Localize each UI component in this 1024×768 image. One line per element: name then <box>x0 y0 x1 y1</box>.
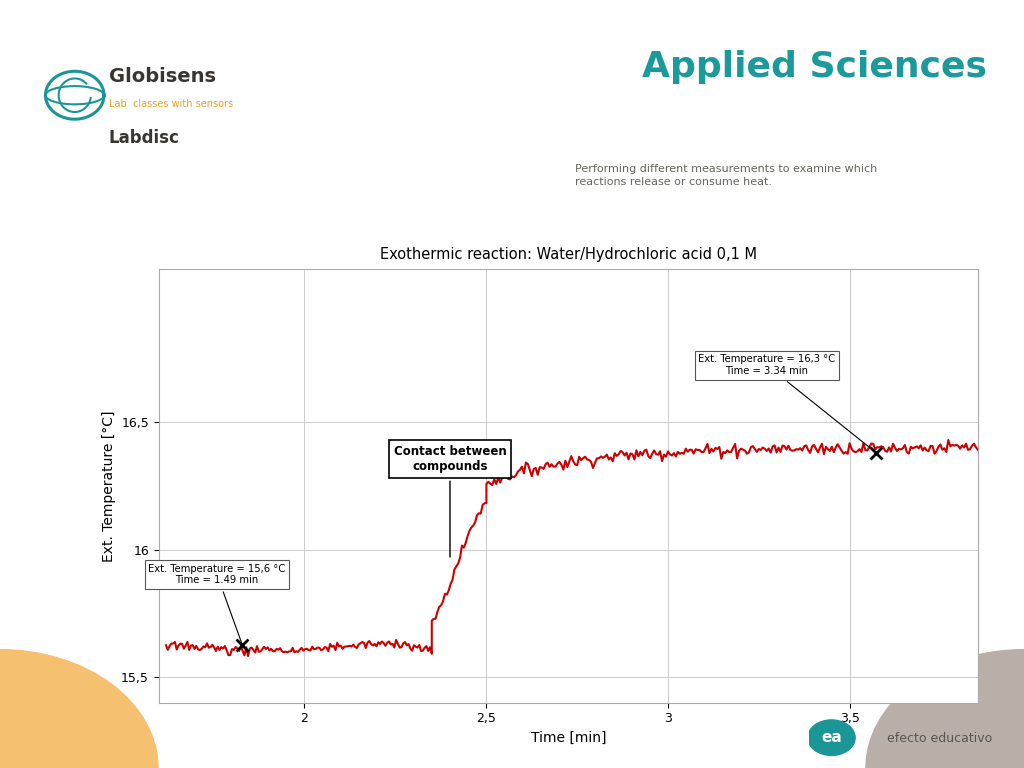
Text: Lab  classes with sensors: Lab classes with sensors <box>109 99 232 110</box>
Text: Ext. Temperature = 16,3 °C
Time = 3.34 min: Ext. Temperature = 16,3 °C Time = 3.34 m… <box>698 354 873 451</box>
Text: Applied Sciences: Applied Sciences <box>642 50 986 84</box>
Title: Exothermic reaction: Water/Hydrochloric acid 0,1 M: Exothermic reaction: Water/Hydrochloric … <box>380 247 757 262</box>
Text: Contact between
compounds: Contact between compounds <box>393 445 506 557</box>
Text: efecto educativo: efecto educativo <box>887 733 992 745</box>
Text: Labdisc: Labdisc <box>109 128 179 147</box>
X-axis label: Time [min]: Time [min] <box>530 731 606 745</box>
Text: Globisens: Globisens <box>109 68 215 86</box>
Text: Endothermic and exothermic reactions: Endothermic and exothermic reactions <box>580 126 901 141</box>
Text: Ext. Temperature = 15,6 °C
Time = 1.49 min: Ext. Temperature = 15,6 °C Time = 1.49 m… <box>148 564 286 643</box>
Text: Results and analysis: Results and analysis <box>580 197 756 213</box>
Text: Performing different measurements to examine which
reactions release or consume : Performing different measurements to exa… <box>575 164 878 187</box>
Circle shape <box>808 720 855 756</box>
Text: ea: ea <box>821 730 842 745</box>
Y-axis label: Ext. Temperature [°C]: Ext. Temperature [°C] <box>101 410 116 561</box>
